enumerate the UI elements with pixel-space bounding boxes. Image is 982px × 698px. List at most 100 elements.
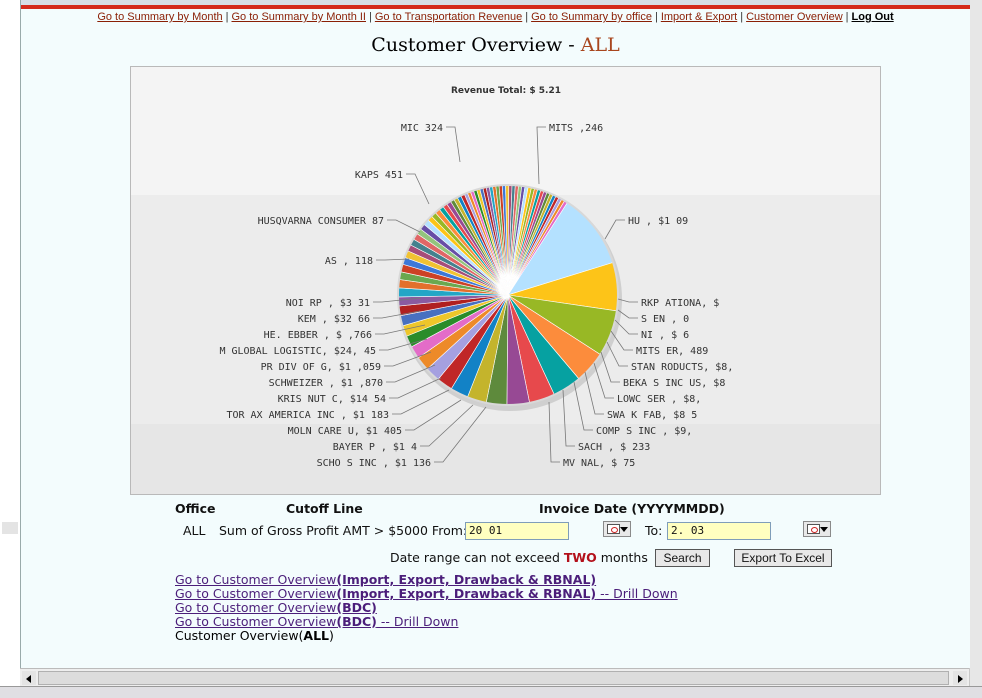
horizontal-scrollbar[interactable]	[20, 668, 969, 687]
leader-line	[610, 330, 633, 351]
leader-line	[420, 404, 474, 447]
calendar-icon	[807, 524, 820, 534]
slice-label: HUSQVARNA CONSUMER 87	[258, 216, 384, 227]
to-label: To:	[645, 523, 663, 538]
leader-line	[614, 319, 638, 335]
nav-separator: |	[654, 11, 658, 23]
link-text-bold: (BDC)	[336, 614, 377, 629]
link-text: Go to Customer Overview	[175, 600, 337, 615]
nav-separator: |	[845, 11, 849, 23]
leader-line	[593, 362, 614, 399]
cutoff-text: Sum of Gross Profit AMT > $5000 From:	[219, 523, 468, 538]
link-import-export[interactable]: Go to Customer Overview(Import, Export, …	[175, 573, 678, 587]
to-calendar-button[interactable]	[803, 521, 831, 537]
page-title: Customer Overview - ALL	[21, 34, 970, 56]
leader-line	[392, 389, 450, 415]
header-rule	[21, 5, 970, 9]
page-title-selection: ALL	[580, 34, 620, 56]
slice-label: SACH , $ 233	[578, 442, 650, 453]
nav-summary-by-office[interactable]: Go to Summary by office	[531, 11, 652, 23]
search-button[interactable]: Search	[655, 549, 710, 567]
link-text: Go to Customer Overview	[175, 586, 337, 601]
scroll-right-arrow[interactable]	[953, 671, 967, 685]
nav-separator: |	[740, 11, 744, 23]
scroll-thumb[interactable]	[38, 671, 949, 685]
slice-label: HE. EBBER , $ ,766	[264, 330, 372, 341]
link-text-post: -- Drill Down	[376, 614, 459, 629]
pie-chart-svg: Revenue Total: $ 5.21 MIC 324 KAPS 451 HUSQ…	[131, 67, 880, 494]
leader-line	[387, 219, 421, 233]
slice-label: M GLOBAL LOGISTIC, $24, 45	[219, 346, 376, 357]
note-text-bold: TWO	[563, 550, 597, 565]
slice-label: AS , 118	[325, 256, 373, 267]
link-text-post: -- Drill Down	[596, 586, 678, 601]
slice-label: PR DIV OF G, $1 ,059	[261, 362, 381, 373]
link-text-bold: (Import, Export, Drawback & RBNAL)	[336, 586, 597, 601]
leader-line	[406, 173, 430, 205]
nav-summary-by-month-ii[interactable]: Go to Summary by Month II	[231, 11, 367, 23]
chevron-down-icon	[820, 527, 828, 532]
leader-line	[386, 364, 436, 383]
leader-line	[573, 381, 593, 431]
from-date-input[interactable]: 20 01	[465, 522, 569, 540]
slice-label: LOWC SER , $8,	[617, 394, 701, 405]
leader-line	[375, 324, 426, 335]
nav-summary-by-month[interactable]: Go to Summary by Month	[97, 11, 223, 23]
to-date-input[interactable]: 2. 03	[667, 522, 771, 540]
chart-band	[131, 67, 880, 195]
leader-line	[405, 399, 462, 431]
leader-line	[548, 401, 560, 463]
leader-line	[379, 338, 428, 351]
slice-label: S EN , 0	[641, 314, 689, 325]
slice-label: KEM , $32 66	[298, 314, 370, 325]
nav-transportation-revenue[interactable]: Go to Transportation Revenue	[374, 11, 523, 23]
slice-label: MV NAL, $ 75	[563, 458, 635, 469]
scroll-left-arrow[interactable]	[22, 671, 36, 685]
link-text-bold: (BDC)	[336, 600, 377, 615]
pie-chart: Revenue Total: $ 5.21 MIC 324 KAPS 451 HUSQ…	[130, 66, 881, 495]
link-import-export-drill[interactable]: Go to Customer Overview(Import, Export, …	[175, 587, 678, 601]
leader-line	[562, 389, 575, 447]
slice-label: STAN RODUCTS, $8,	[631, 362, 733, 373]
slice-label: BEKA S INC US, $8	[623, 378, 725, 389]
nav-separator: |	[369, 11, 372, 23]
nav-customer-overview[interactable]: Customer Overview	[746, 11, 843, 23]
vertical-scrollbar[interactable]	[970, 0, 982, 686]
slice-label: SWA K FAB, $8 5	[607, 410, 697, 421]
nav-bar: Go to Summary by Month | Go to Summary by …	[21, 11, 970, 23]
slice-label: SCHWEIZER , $1 ,870	[269, 378, 383, 389]
export-excel-button[interactable]: Export To Excel	[734, 549, 832, 567]
leader-line	[384, 351, 432, 367]
leader-line	[584, 371, 604, 415]
link-bdc[interactable]: Go to Customer Overview(BDC)	[175, 601, 678, 615]
note-text-post: months	[596, 550, 648, 565]
slice-label: COMP S INC , $9,	[596, 426, 692, 437]
slice-label: KAPS 451	[355, 170, 403, 181]
page-content: Go to Summary by Month | Go to Summary by …	[20, 0, 971, 668]
current-text: Customer Overview(	[175, 628, 304, 643]
slice-label: MIC 324	[401, 123, 443, 134]
logout-link[interactable]: Log Out	[851, 11, 894, 23]
cutoff-header: Cutoff Line	[286, 501, 363, 516]
leader-line	[389, 377, 442, 399]
link-text: Go to Customer Overview	[175, 614, 337, 629]
nav-import-export[interactable]: Import & Export	[660, 11, 738, 23]
pie-rim	[397, 184, 619, 406]
leader-line	[617, 309, 638, 319]
leader-line	[434, 406, 487, 463]
from-calendar-button[interactable]	[603, 521, 631, 537]
nav-separator: |	[225, 11, 229, 23]
leader-line	[373, 297, 422, 303]
leader-line	[376, 258, 410, 261]
slice-label: RKP ATIONA, $	[641, 298, 719, 309]
link-bdc-drill[interactable]: Go to Customer Overview(BDC) -- Drill Do…	[175, 615, 678, 629]
slice-label: HU , $1 09	[628, 216, 688, 227]
top-banner	[21, 0, 970, 5]
office-header: Office	[175, 501, 216, 516]
slice-label: BAYER P , $1 4	[333, 442, 417, 453]
leader-line	[373, 310, 421, 319]
chart-title: Revenue Total: $ 5.21	[451, 86, 561, 96]
current-text-post: )	[329, 628, 334, 643]
leader-line	[536, 126, 546, 185]
slice-label: MITS ,246	[549, 123, 603, 134]
